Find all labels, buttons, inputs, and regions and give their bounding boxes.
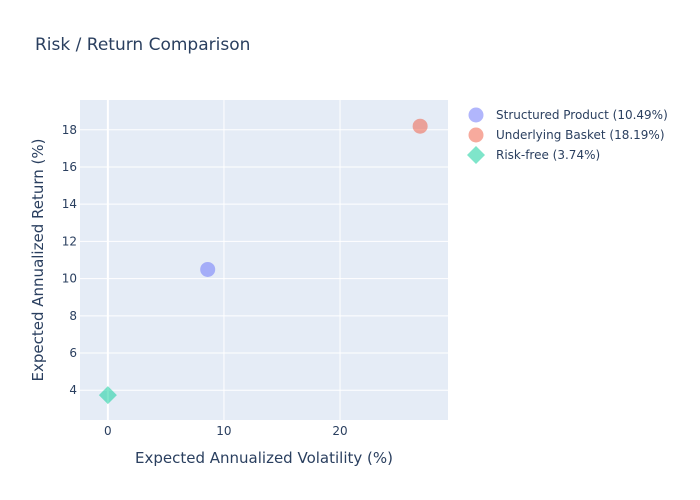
legend-label: Underlying Basket (18.19%) [496, 128, 665, 142]
y-tick-label: 12 [62, 234, 77, 248]
gridlines [80, 100, 448, 420]
y-tick-label: 8 [69, 309, 77, 323]
legend-marker [468, 127, 484, 143]
legend-marker [468, 107, 484, 123]
y-tick-label: 4 [69, 383, 77, 397]
legend-label: Structured Product (10.49%) [496, 108, 668, 122]
y-tick-label: 10 [62, 272, 77, 286]
x-tick-label: 0 [104, 424, 112, 438]
y-tick-label: 18 [62, 123, 77, 137]
y-axis-title: Expected Annualized Return (%) [29, 139, 47, 382]
legend-label: Risk-free (3.74%) [496, 148, 600, 162]
marker-risk-free[interactable] [98, 386, 117, 405]
marker-underlying-basket[interactable] [412, 118, 428, 134]
legend-item-structured-product[interactable]: Structured Product (10.49%) [468, 107, 668, 123]
plot-area [80, 100, 448, 420]
chart-title: Risk / Return Comparison [35, 35, 250, 55]
y-tick-label: 14 [62, 197, 77, 211]
data-markers [98, 118, 428, 405]
x-axis-title: Expected Annualized Volatility (%) [135, 449, 393, 467]
y-tick-label: 16 [62, 160, 77, 174]
y-tick-label: 6 [69, 346, 77, 360]
legend-item-risk-free[interactable]: Risk-free (3.74%) [467, 146, 600, 164]
legend-marker [467, 146, 485, 164]
x-tick-label: 20 [332, 424, 347, 438]
x-tick-label: 10 [216, 424, 231, 438]
marker-structured-product[interactable] [200, 261, 216, 277]
tick-labels: 0 10 20 4 6 8 10 12 14 16 18 [62, 123, 348, 438]
legend[interactable]: Structured Product (10.49%) Underlying Ba… [467, 107, 668, 165]
legend-item-underlying-basket[interactable]: Underlying Basket (18.19%) [468, 127, 665, 143]
